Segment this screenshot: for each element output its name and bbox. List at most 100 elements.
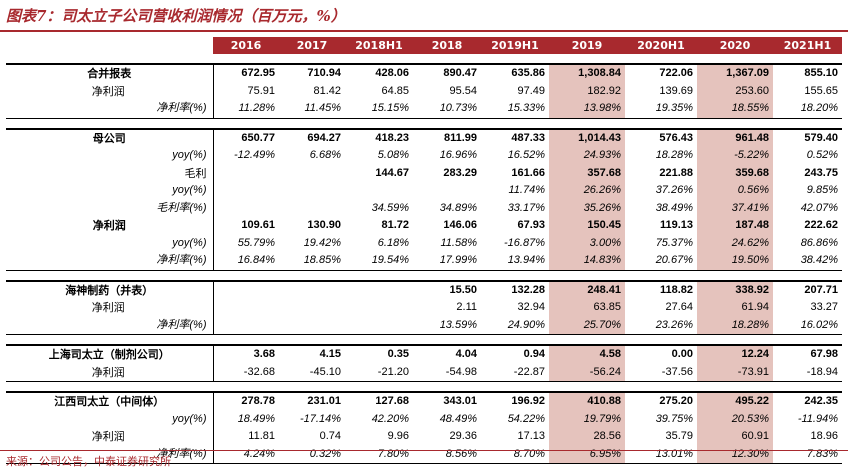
value-cell: 28.56	[549, 428, 625, 446]
value-cell: 187.48	[697, 217, 773, 235]
value-cell: 890.47	[413, 63, 481, 83]
value-cell: 428.06	[345, 63, 413, 83]
section-gap	[6, 270, 842, 281]
section-gap-cell	[6, 334, 842, 345]
table-row: 净利率(%) 13.59% 24.90% 25.70% 23.26% 18.28% 16.0…	[6, 316, 842, 335]
value-cell: 672.95	[213, 63, 279, 83]
value-cell: 418.23	[345, 127, 413, 147]
row-label: 净利率(%)	[6, 252, 214, 271]
value-cell: 0.94	[481, 344, 549, 364]
value-cell: 155.65	[804, 84, 838, 97]
value-cell: 14.83%	[549, 252, 625, 271]
value-cell	[279, 279, 345, 299]
value-cell: 18.85%	[279, 252, 345, 271]
row-label: yoy(%)	[6, 234, 214, 252]
value-cell: 19.79%	[549, 410, 625, 428]
value-cell: -11.94%	[797, 412, 838, 425]
financial-table: 2016 2017 2018H1 2018 2019H1 2019 2020H1 2020 20…	[6, 37, 842, 464]
row-label: 净利润	[6, 299, 214, 317]
value-cell: 13.01%	[625, 445, 697, 464]
column-header: 2020H1	[625, 37, 697, 54]
section-gap	[6, 334, 842, 345]
value-cell: 34.59%	[371, 201, 409, 214]
value-cell: 11.45%	[279, 100, 345, 119]
value-cell: 182.92	[549, 82, 625, 100]
row-label: 净利润	[6, 82, 214, 100]
value-cell: 4.24%	[213, 445, 279, 464]
value-cell: 15.15%	[345, 100, 413, 119]
value-cell: 55.79%	[237, 236, 275, 249]
value-cell: 16.84%	[213, 252, 279, 271]
column-header: 2020	[697, 37, 773, 54]
value-cell: 3.68	[213, 344, 279, 364]
value-cell: 1,308.84	[549, 63, 625, 83]
value-cell: 54.22%	[507, 412, 545, 425]
value-cell: 109.61	[241, 219, 275, 231]
value-cell: 38.42%	[773, 252, 842, 271]
bottom-rule	[0, 450, 848, 451]
value-cell: 7.80%	[345, 445, 413, 464]
value-cell: 144.67	[375, 166, 409, 179]
value-cell	[213, 279, 279, 299]
value-cell: 132.28	[481, 279, 549, 299]
value-cell: 64.85	[381, 84, 409, 97]
value-cell: 16.96%	[439, 149, 477, 161]
value-cell: 359.68	[697, 164, 773, 182]
value-cell: 61.94	[697, 299, 773, 317]
value-cell	[279, 165, 345, 183]
value-cell: 118.82	[625, 279, 697, 299]
value-cell	[413, 182, 481, 200]
column-header: 2016	[213, 37, 279, 54]
value-cell: 15.50	[413, 279, 481, 299]
value-cell: 75.91	[247, 84, 275, 97]
value-cell: 19.50%	[697, 252, 773, 271]
value-cell: -12.49%	[234, 149, 275, 161]
value-cell: 35.79	[665, 430, 693, 442]
value-cell: 11.28%	[213, 100, 279, 119]
value-cell: 146.06	[443, 219, 477, 231]
row-label: 毛利率(%)	[6, 199, 214, 217]
table-row: 净利润 109.61 130.90 81.72 146.06 67.93 150.45 119…	[6, 217, 842, 235]
value-cell	[345, 316, 413, 335]
row-label: yoy(%)	[6, 147, 214, 165]
value-cell: 18.49%	[237, 412, 275, 425]
value-cell: 19.54%	[345, 252, 413, 271]
value-cell: 248.41	[549, 279, 625, 299]
value-cell: 410.88	[549, 391, 625, 411]
column-header: 2018H1	[345, 37, 413, 54]
section-gap-cell	[6, 118, 842, 129]
value-cell: 19.35%	[625, 100, 697, 119]
value-cell: 67.98	[773, 344, 842, 364]
value-cell: 0.32%	[279, 445, 345, 464]
value-cell: 24.93%	[549, 147, 625, 165]
table-row: yoy(%) 18.49% -17.14% 42.20% 48.49% 54.22% 19.…	[6, 410, 842, 428]
value-cell: 8.56%	[413, 445, 481, 464]
value-cell: 18.20%	[773, 100, 842, 119]
value-cell: 161.66	[511, 166, 545, 179]
value-cell: 12.30%	[697, 445, 773, 464]
value-cell: 487.33	[481, 127, 549, 147]
value-cell: 86.86%	[800, 236, 838, 249]
value-cell: 1,367.09	[697, 63, 773, 83]
row-label: 毛利	[6, 164, 214, 182]
value-cell: 27.64	[665, 301, 693, 313]
section-gap	[6, 381, 842, 392]
value-cell: 18.28%	[697, 316, 773, 335]
column-header: 2019H1	[481, 37, 549, 54]
section-gap-cell	[6, 54, 842, 64]
value-cell: 18.28%	[655, 149, 693, 161]
table-row: 净利润 11.81 0.74 9.96 29.36 17.13 28.56 35.79 60.9…	[6, 428, 842, 446]
value-cell: 811.99	[413, 127, 481, 147]
value-cell: 4.15	[279, 344, 345, 364]
row-label: 母公司	[6, 127, 214, 147]
table-row: 江西司太立（中间体） 278.78 231.01 127.68 343.01 196.92…	[6, 391, 842, 411]
value-cell: 243.75	[804, 166, 838, 179]
table-row: yoy(%) -12.49% 6.68% 5.08% 16.96% 16.52% 24.93…	[6, 147, 842, 165]
row-label: 净利率(%)	[6, 100, 214, 119]
value-cell: 15.33%	[481, 100, 549, 119]
value-cell: -32.68	[213, 363, 279, 382]
table-row: 毛利 144.67 283.29 161.66 357.68 221.88 359.68 24…	[6, 164, 842, 183]
value-cell: 12.24	[697, 344, 773, 364]
value-cell: -5.22%	[697, 147, 773, 165]
value-cell: 37.26%	[655, 184, 693, 196]
